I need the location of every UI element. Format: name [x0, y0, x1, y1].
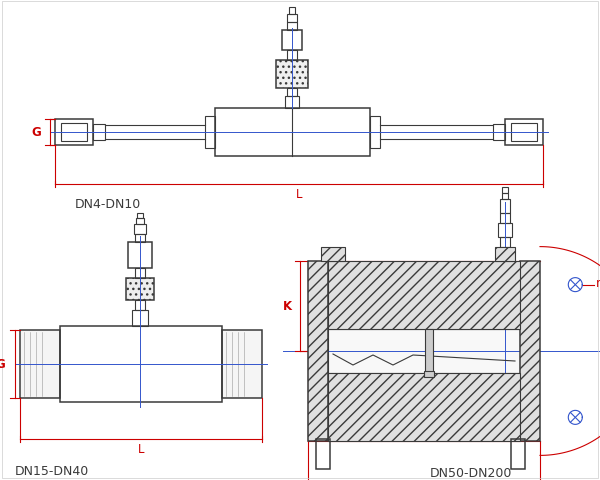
Bar: [135, 235, 145, 242]
Bar: [321, 248, 345, 262]
Bar: [424, 371, 434, 377]
Bar: [61, 124, 87, 142]
Text: L: L: [296, 188, 302, 201]
Bar: [493, 125, 505, 141]
Bar: [222, 330, 262, 398]
Bar: [60, 326, 222, 402]
Bar: [287, 51, 297, 61]
Bar: [132, 311, 148, 326]
Text: G: G: [0, 358, 5, 371]
Bar: [282, 31, 302, 51]
Bar: [502, 193, 508, 200]
Bar: [215, 109, 370, 156]
Bar: [498, 224, 512, 238]
Text: L: L: [138, 443, 144, 456]
Text: DN4-DN10: DN4-DN10: [75, 198, 141, 211]
Bar: [135, 268, 145, 278]
Bar: [205, 117, 215, 149]
Bar: [511, 124, 537, 142]
Bar: [495, 248, 515, 262]
Bar: [328, 373, 520, 441]
Bar: [500, 238, 510, 248]
Text: DN50-DN200: DN50-DN200: [430, 467, 512, 480]
Bar: [502, 188, 508, 193]
Bar: [328, 262, 520, 329]
Bar: [287, 89, 297, 97]
Bar: [55, 120, 93, 146]
Bar: [20, 330, 60, 398]
Bar: [287, 23, 297, 31]
Bar: [289, 8, 295, 15]
Bar: [134, 225, 146, 235]
Bar: [500, 214, 510, 224]
Bar: [285, 97, 299, 109]
Bar: [316, 439, 330, 469]
Bar: [287, 15, 297, 23]
Text: K: K: [283, 300, 292, 313]
Bar: [511, 439, 525, 469]
Bar: [425, 329, 433, 373]
Bar: [328, 329, 520, 373]
Text: n-d: n-d: [596, 276, 600, 289]
Text: DN15-DN40: DN15-DN40: [15, 465, 89, 478]
Text: G: G: [31, 126, 41, 139]
Bar: [126, 278, 154, 300]
Bar: [93, 125, 105, 141]
Bar: [308, 262, 328, 441]
Bar: [137, 214, 143, 218]
Bar: [136, 218, 144, 225]
Bar: [520, 262, 540, 441]
Bar: [370, 117, 380, 149]
Bar: [128, 242, 152, 268]
Bar: [500, 200, 510, 214]
Bar: [135, 300, 145, 311]
Bar: [276, 61, 308, 89]
Bar: [505, 120, 543, 146]
